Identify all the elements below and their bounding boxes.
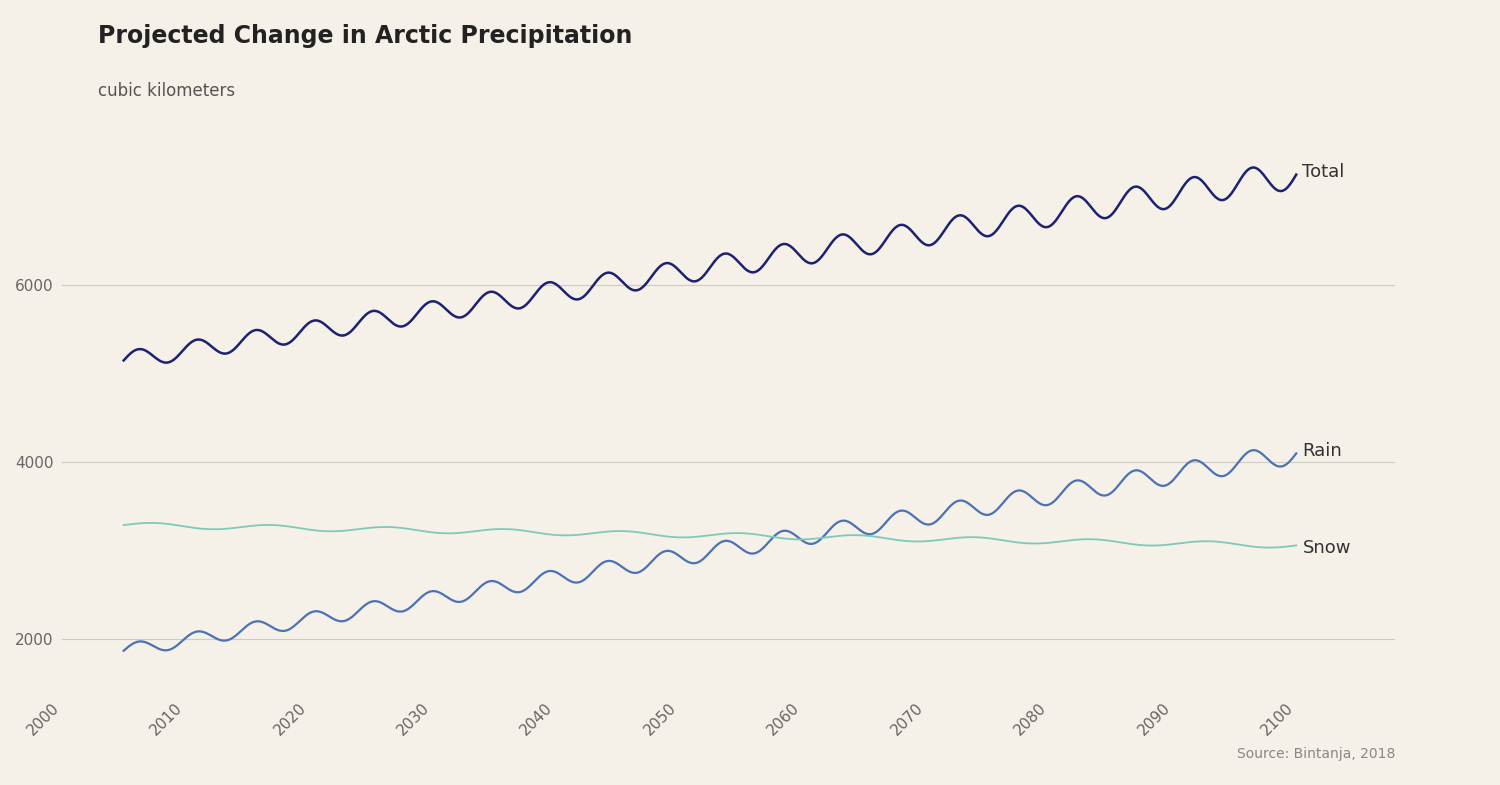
Text: Rain: Rain (1302, 442, 1342, 460)
Text: cubic kilometers: cubic kilometers (98, 82, 234, 100)
Text: Snow: Snow (1302, 539, 1352, 557)
Text: Projected Change in Arctic Precipitation: Projected Change in Arctic Precipitation (98, 24, 632, 48)
Text: Source: Bintanja, 2018: Source: Bintanja, 2018 (1236, 747, 1395, 761)
Text: Total: Total (1302, 163, 1346, 181)
